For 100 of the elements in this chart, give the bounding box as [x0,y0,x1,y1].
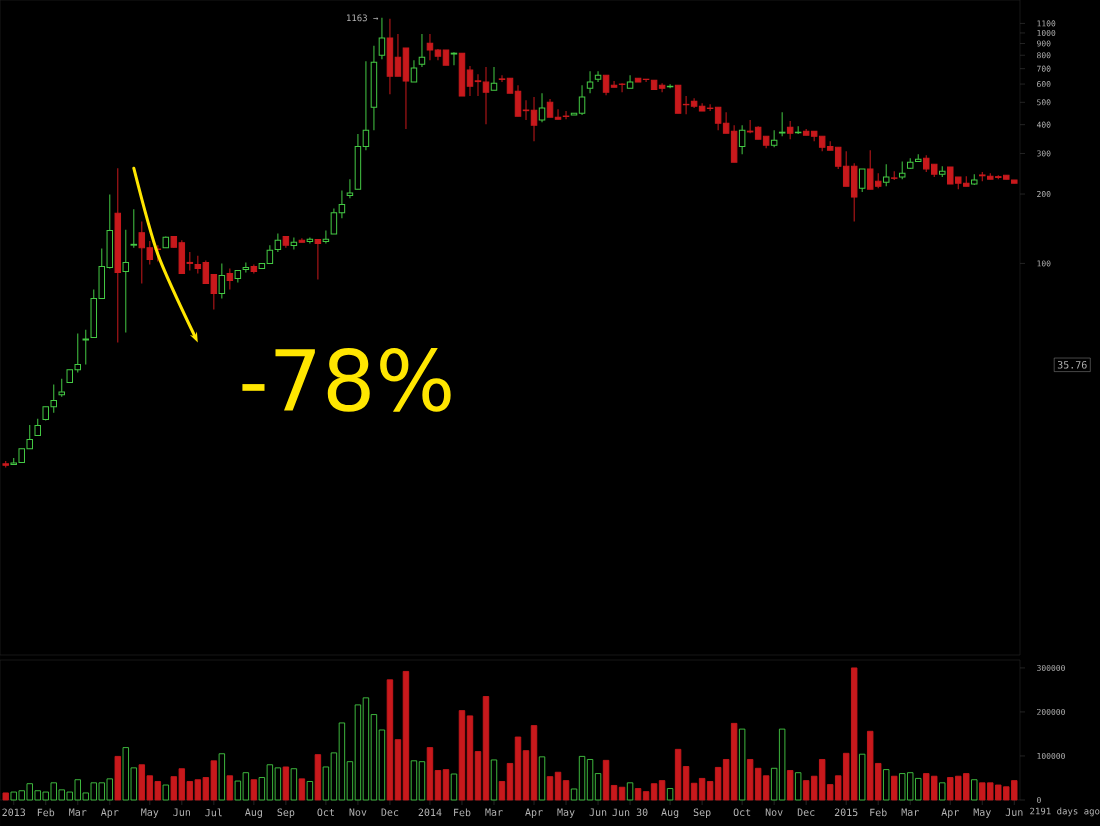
y-tick-label: 500 [1037,99,1051,106]
candlestick [738,124,746,155]
x-tick-label: 2014 [418,808,442,817]
bar [322,766,330,801]
candlestick [394,33,402,77]
candlestick [618,82,626,93]
bar [586,759,594,801]
bar [554,771,562,801]
x-tick-label: May [973,808,991,818]
x-tick-label: Feb [870,808,887,817]
y-tick-label: 300 [1037,150,1051,157]
bar [282,766,290,801]
bar [2,792,9,801]
candlestick [242,261,250,273]
candlestick [522,99,530,121]
x-tick-label: Jun [173,808,190,816]
bar [610,785,618,801]
candlestick [594,70,602,83]
candlestick [122,229,130,334]
x-tick-label: Jun [1005,808,1023,816]
candlestick [602,74,610,96]
candlestick [482,66,490,125]
candlestick [290,236,298,250]
x-tick-label: Oct [317,808,334,817]
bar [290,768,298,801]
x-tick-label: Jul [205,808,222,817]
candlestick [410,59,418,83]
x-tick-label: Jun 30 [612,808,648,817]
bar [538,756,546,801]
text: 35.76 [1057,361,1087,369]
x-tick-label: Apr [100,808,119,818]
x-tick-label: Sep [693,808,711,819]
candlestick [298,237,306,243]
candlestick [314,238,322,280]
candlestick [538,92,546,123]
x-tick-label: Apr [941,808,959,818]
candlestick [626,74,634,89]
y-tick-label: 0 [1037,796,1041,804]
bar [634,788,642,801]
candlestick [130,208,138,249]
x-tick-label: Mar [901,808,919,816]
bar [859,753,866,801]
bar [306,781,314,801]
bar [402,670,410,801]
bar [466,715,474,801]
candlestick [554,108,562,120]
bar [883,769,890,801]
candlestick [586,70,594,94]
y-tick-label: 800 [1037,52,1051,59]
candlestick [338,190,346,219]
bar [626,782,634,801]
bar [522,750,530,801]
y-tick-label: 200000 [1037,708,1065,715]
bar [738,728,746,801]
bar [578,755,586,801]
bar [642,791,650,801]
candlestick [530,96,538,142]
x-tick-label: Jun [589,808,607,816]
bar [378,729,386,801]
bar [530,725,538,801]
x-tick-label: Feb [454,808,471,817]
bar [298,778,306,801]
candlestick [778,111,786,137]
text: 2191 days ago [1030,807,1100,817]
x-tick-label: Mar [485,808,503,816]
bar [618,786,626,801]
bar [786,770,794,801]
bar [891,775,898,801]
candlestick [306,236,314,245]
x-tick-label: Apr [525,808,543,818]
candlestick [346,178,354,199]
bar [346,761,354,801]
bar [514,736,522,801]
bar [562,780,570,801]
candlestick [474,73,482,97]
x-tick-label: Nov [765,808,783,816]
bar [458,710,466,801]
candlestick [82,329,90,366]
bar [498,781,506,801]
bar [474,751,482,801]
y-tick-label: 100 [1037,260,1051,267]
bar [330,752,338,801]
bar [546,776,554,801]
bar [386,679,394,801]
bar [370,714,378,801]
x-tick-label: Aug [661,808,679,818]
y-tick-label: 100000 [1037,752,1065,759]
candlestick [58,378,65,398]
x-tick-label: Oct [733,808,751,817]
bar [594,773,602,801]
candlestick [226,267,234,290]
x-tick-label: Mar [69,808,87,816]
bar [602,759,610,801]
candlestick [578,84,586,116]
bar [434,770,442,801]
bar [162,784,170,801]
bar [506,762,514,801]
x-tick-label: Dec [381,808,399,816]
candlestick [378,17,386,60]
y-tick-label: 200 [1037,191,1051,198]
